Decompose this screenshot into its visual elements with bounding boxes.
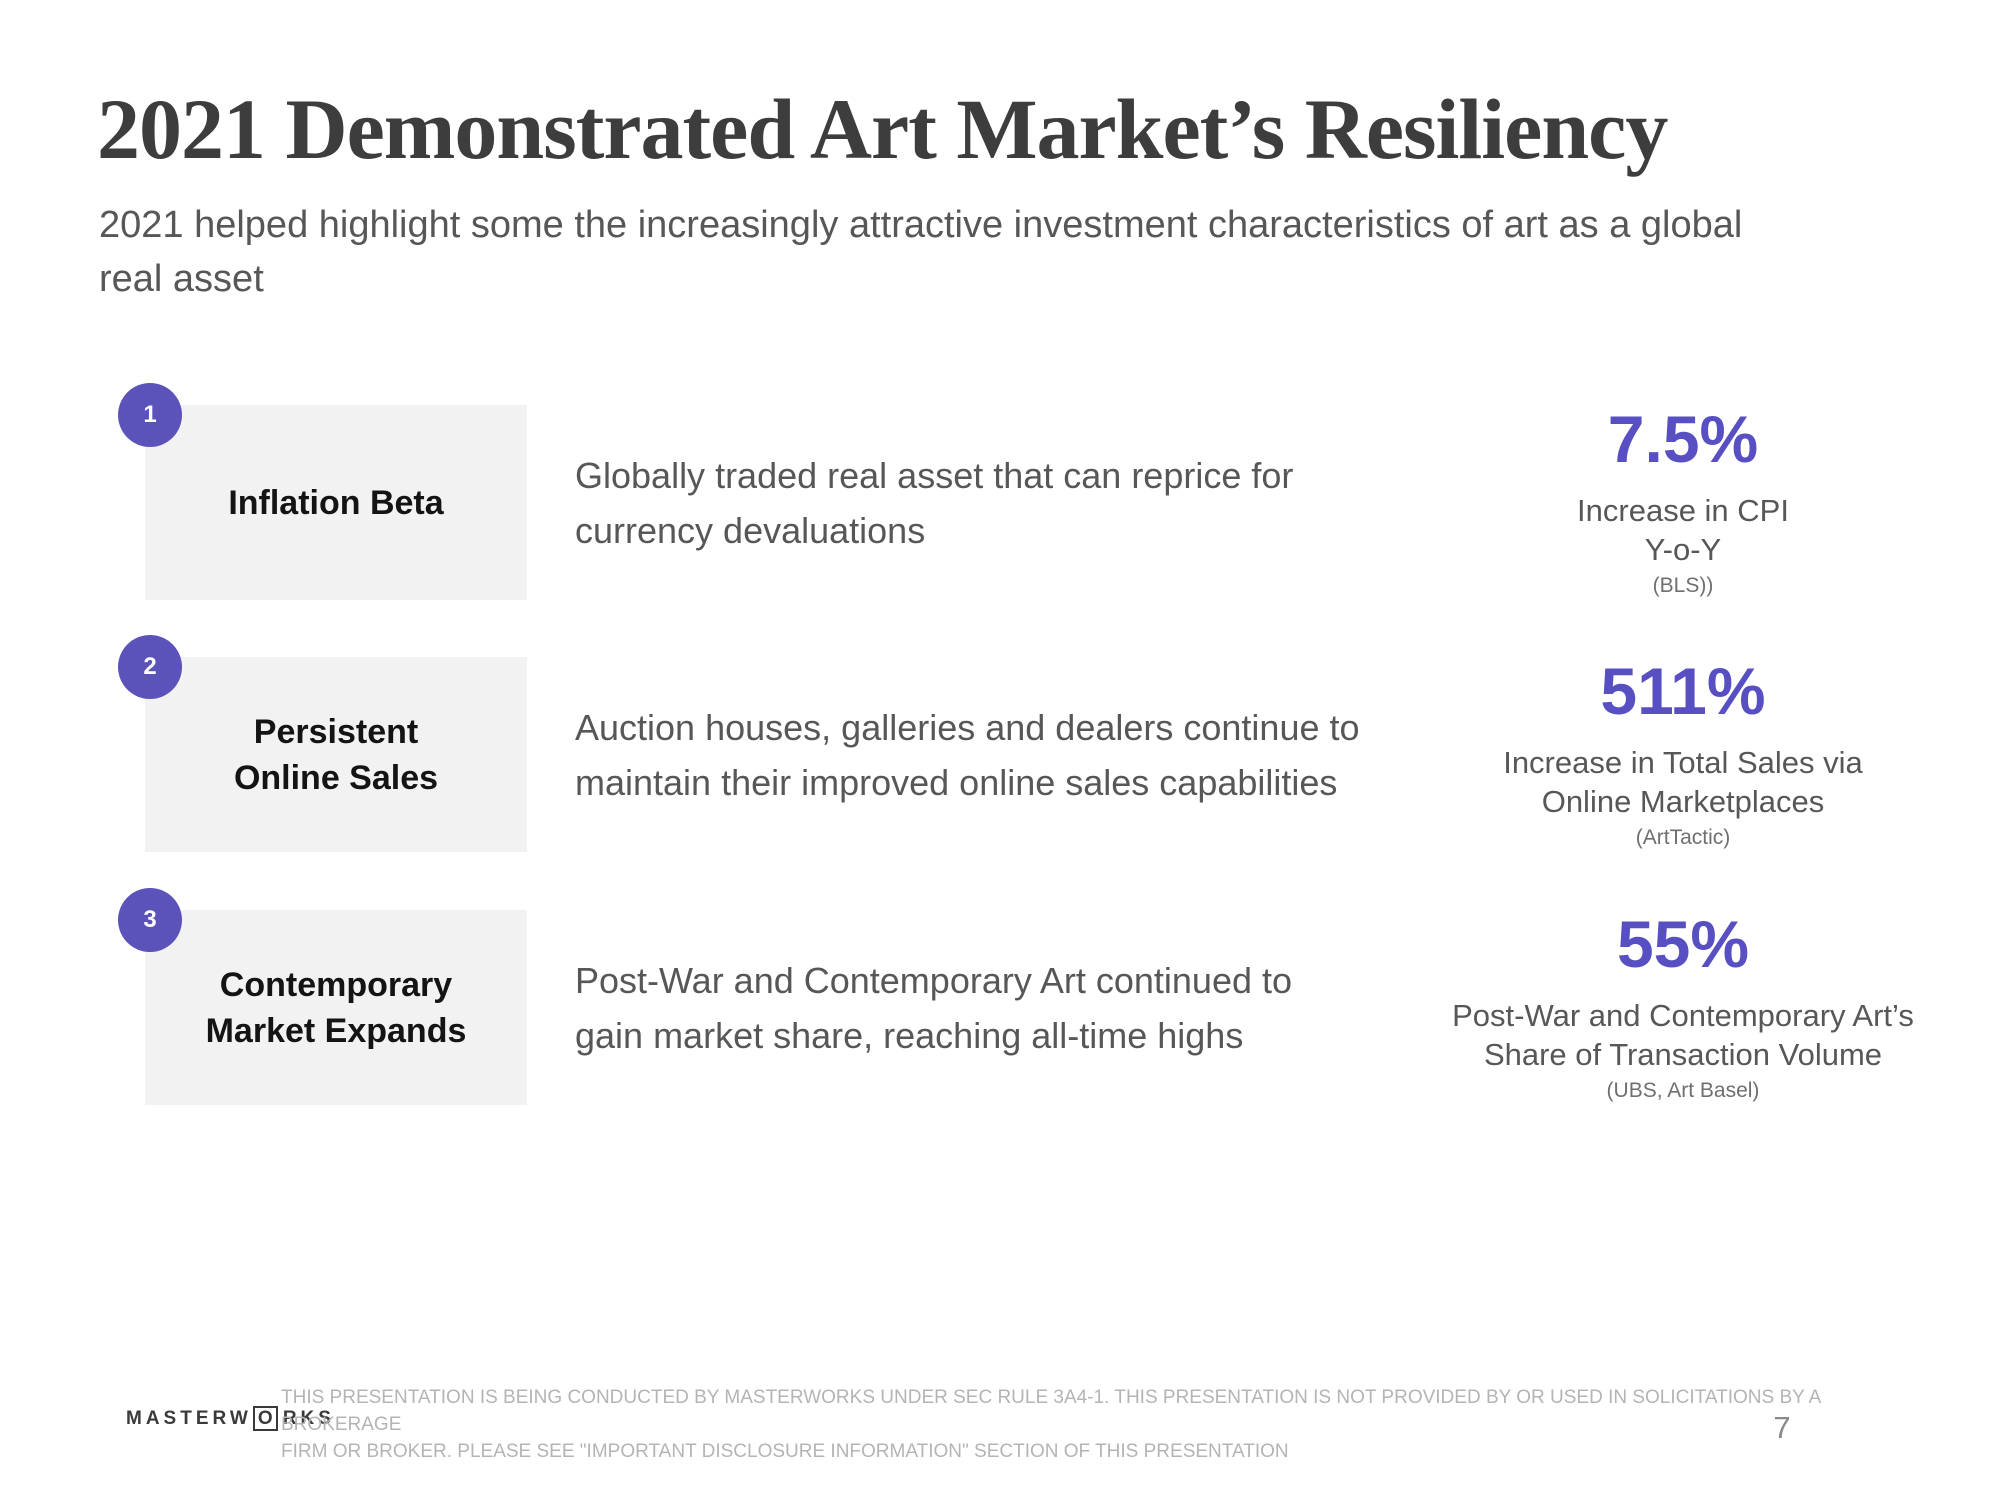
feature-box: Inflation Beta [145,405,527,600]
feature-label: Contemporary Market Expands [205,965,467,1050]
stat-block: 7.5% Increase in CPI Y-o-Y (BLS)) [1433,405,1933,600]
masterworks-logo: MASTERW O RKS [126,1406,335,1431]
logo-text-prefix: MASTERW [126,1407,252,1429]
logo-text-suffix: RKS [282,1407,335,1429]
stat-value: 7.5% [1607,402,1759,477]
feature-description: Post-War and Contemporary Art continued … [575,959,1293,1056]
footer-disclaimer: THIS PRESENTATION IS BEING CONDUCTED BY … [281,1387,1821,1462]
page-subtitle: 2021 helped highlight some the increasin… [99,204,1743,300]
stat-source: (ArtTactic) [1635,825,1731,849]
stat-block: 511% Increase in Total Sales via Online … [1433,657,1933,852]
feature-label: Persistent Online Sales [233,712,439,797]
number-badge: 3 [118,888,182,952]
stat-description: Increase in CPI Y-o-Y [1577,492,1789,567]
stat-value: 511% [1600,654,1766,729]
feature-box: Persistent Online Sales [145,657,527,852]
stat-source: (BLS)) [1652,573,1714,597]
stat-block: 55% Post-War and Contemporary Art’s Shar… [1433,910,1933,1105]
stat-value: 55% [1616,907,1750,982]
number-badge: 2 [118,635,182,699]
stat-description: Increase in Total Sales via Online Marke… [1503,744,1863,819]
feature-label: Inflation Beta [228,483,444,522]
stat-source: (UBS, Art Basel) [1606,1078,1760,1102]
number-badge: 1 [118,383,182,447]
feature-row-contemporary-market-expands: 3 Contemporary Market Expands Post-War a… [118,888,1914,1105]
feature-description: Auction houses, galleries and dealers co… [575,706,1360,803]
feature-row-persistent-online-sales: 2 Persistent Online Sales Auction houses… [118,635,1910,852]
feature-description: Globally traded real asset that can repr… [575,454,1294,551]
page-number: 7 [1773,1410,1791,1445]
feature-box: Contemporary Market Expands [145,910,527,1105]
feature-row-inflation-beta: 1 Inflation Beta Globally traded real as… [118,383,1910,600]
stat-description: Post-War and Contemporary Art’s Share of… [1452,997,1914,1072]
page-title: 2021 Demonstrated Art Market’s Resilienc… [97,81,1668,177]
logo-boxed-o-icon: O [252,1406,278,1431]
